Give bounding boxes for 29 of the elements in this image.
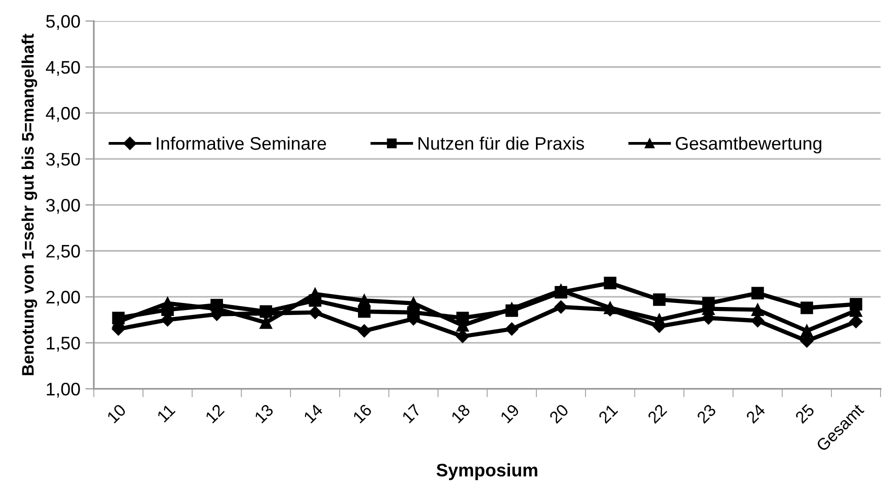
x-tick-label: 23 bbox=[696, 403, 717, 424]
legend-label: Informative Seminare bbox=[156, 136, 326, 150]
x-tick-label: 19 bbox=[500, 404, 520, 424]
y-tick-label: 1,50 bbox=[46, 336, 80, 352]
y-tick-label: 4,50 bbox=[46, 60, 80, 76]
x-tick-label: 17 bbox=[402, 404, 422, 424]
y-tick-label: 1,00 bbox=[46, 382, 80, 398]
y-tick-label: 5,00 bbox=[46, 14, 80, 30]
x-tick-label: 24 bbox=[745, 403, 766, 424]
y-tick-label: 2,50 bbox=[46, 244, 80, 260]
x-axis-title: Symposium bbox=[436, 463, 538, 480]
legend-label: Nutzen für die Praxis bbox=[418, 136, 584, 150]
x-tick-label: 21 bbox=[598, 404, 618, 424]
x-tick-label: 22 bbox=[647, 404, 668, 424]
x-tick-label: 10 bbox=[106, 403, 127, 424]
y-tick-label: 3,50 bbox=[46, 152, 80, 168]
x-tick-label: 11 bbox=[156, 404, 176, 423]
x-tick-label: 16 bbox=[352, 403, 372, 424]
y-tick-label: 3,00 bbox=[46, 198, 80, 214]
y-tick-label: 4,00 bbox=[46, 106, 80, 122]
x-tick-label: 25 bbox=[794, 403, 815, 424]
x-tick-label: 18 bbox=[450, 403, 471, 424]
y-axis-title: Benotung von 1=sehr gut bis 5=mangelhaft bbox=[22, 34, 38, 376]
x-tick-label: 14 bbox=[303, 403, 324, 424]
x-tick-label: 12 bbox=[204, 404, 225, 424]
y-tick-label: 2,00 bbox=[46, 290, 80, 306]
legend-label: Gesamtbewertung bbox=[676, 136, 822, 154]
x-tick-label: 13 bbox=[254, 403, 274, 424]
x-tick-label: 20 bbox=[548, 403, 570, 424]
